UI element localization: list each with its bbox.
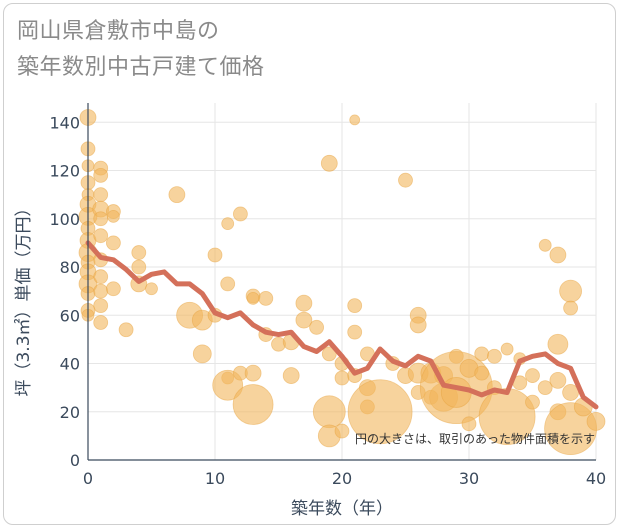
data-bubble [258,290,274,306]
bubbles [78,109,606,456]
data-bubble [145,282,158,296]
data-bubble [282,367,300,384]
data-bubble [93,269,109,285]
x-tick-label: 20 [332,469,352,488]
data-bubble [232,384,274,425]
data-bubble [312,395,346,429]
data-bubble [563,300,578,316]
data-bubble [347,324,363,340]
data-bubble [118,322,134,338]
trend-line [85,240,599,410]
data-bubble [440,377,472,408]
data-bubble [220,276,236,292]
axes: 0 20 40 60 80 100 120 140 0 10 20 30 40 [49,103,606,488]
trend-line-group [85,240,599,410]
y-tick-label: 100 [49,210,80,229]
y-tick-label: 80 [60,258,80,277]
data-bubble [525,394,540,410]
y-tick-label: 140 [49,113,80,132]
data-bubble [93,315,109,330]
data-bubble [93,298,109,314]
x-tick-label: 10 [205,469,225,488]
y-tick-label: 0 [70,451,80,470]
data-bubble [486,348,502,364]
x-axis-label: 築年数（年） [291,499,393,519]
data-bubble [474,346,490,362]
data-bubble [320,154,338,172]
data-bubble [461,416,477,432]
y-tick-label: 120 [49,162,80,181]
x-tick-label: 30 [459,469,479,488]
data-bubble [349,114,361,126]
data-bubble [207,247,223,263]
data-bubble [106,281,121,297]
y-tick-label: 60 [60,306,80,325]
data-bubble [93,167,109,183]
y-tick-label: 20 [60,403,80,422]
data-bubble [232,206,248,222]
x-tick-label: 0 [83,469,93,488]
data-bubble [93,187,109,203]
data-bubble [347,379,413,445]
y-tick-label: 40 [60,355,80,374]
chart-title-line-2: 築年数別中古戸建て価格 [17,55,265,80]
data-bubble [131,259,147,275]
data-bubble [321,346,337,362]
data-bubble [537,380,553,396]
data-bubble [246,291,260,305]
data-bubble [309,319,325,335]
data-bubble [168,186,186,204]
data-bubble [525,368,540,383]
data-bubble [559,279,582,303]
data-bubble [106,235,121,251]
chart-title-line-1: 岡山県倉敷市中島の [17,19,220,44]
data-bubble [538,238,552,252]
data-bubble [409,316,427,334]
x-tick-label: 40 [586,469,606,488]
data-bubble [398,172,413,188]
data-bubble [107,209,120,223]
data-bubble [334,423,350,439]
data-bubble [221,217,235,231]
data-bubble [295,294,313,312]
y-axis-label: 坪（3.3㎡）単価（万円） [14,199,34,396]
chart-title: 岡山県倉敷市中島の 築年数別中古戸建て価格 [17,14,265,86]
data-bubble [474,365,490,381]
data-bubble [549,246,567,264]
data-bubble [93,228,109,244]
data-bubble [500,342,514,356]
data-bubble [334,370,350,386]
data-bubble [192,344,212,364]
data-bubble [586,412,606,431]
data-bubble [549,371,567,389]
data-bubble [547,333,569,355]
data-bubble [295,311,313,329]
data-bubble [244,364,262,382]
data-bubble [131,245,147,260]
bubble-size-note: 円の大きさは、取引のあった物件面積を示す [355,431,595,446]
data-bubble [347,298,363,314]
data-bubble [93,211,109,227]
data-bubble [93,283,109,299]
